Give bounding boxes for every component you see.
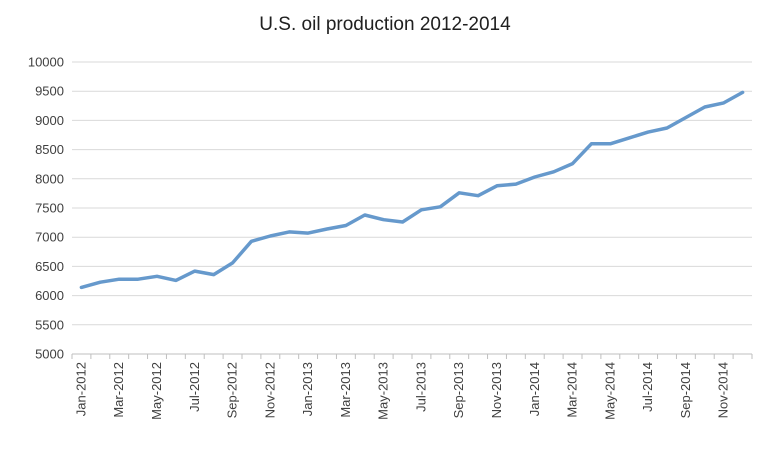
series-line bbox=[79, 90, 745, 290]
x-tick-label: Nov-2012 bbox=[262, 362, 277, 418]
y-axis-ticks: 5000 5500 6000 6500 7000 7500 8000 8500 9000 9500… bbox=[28, 55, 64, 362]
y-tick-label: 9000 bbox=[35, 113, 64, 128]
x-tick-label: Jan-2012 bbox=[73, 362, 88, 416]
y-tick-label: 7500 bbox=[35, 201, 64, 216]
chart-title: U.S. oil production 2012-2014 bbox=[259, 14, 511, 35]
y-tick-label: 9500 bbox=[35, 84, 64, 99]
y-tick-label: 8500 bbox=[35, 142, 64, 157]
x-tick-label: Jul-2014 bbox=[640, 362, 655, 412]
x-tick-label: Jan-2013 bbox=[300, 362, 315, 416]
x-tick-label: Sep-2014 bbox=[678, 362, 693, 418]
x-tick-label: Mar-2014 bbox=[565, 362, 580, 418]
x-tick-label: Jul-2013 bbox=[413, 362, 428, 412]
y-tick-label: 6000 bbox=[35, 288, 64, 303]
x-tick-label: Nov-2013 bbox=[489, 362, 504, 418]
y-tick-label: 5000 bbox=[35, 347, 64, 362]
x-tick-label: Mar-2013 bbox=[338, 362, 353, 418]
x-tick-label: Jan-2014 bbox=[527, 362, 542, 416]
x-tick-label: Sep-2012 bbox=[225, 362, 240, 418]
y-tick-label: 10000 bbox=[28, 55, 64, 70]
x-tick-label: Nov-2014 bbox=[716, 362, 731, 418]
x-tick-label: May-2014 bbox=[602, 362, 617, 420]
series bbox=[79, 90, 745, 290]
x-tick-label: May-2013 bbox=[376, 362, 391, 420]
x-axis bbox=[71, 353, 753, 359]
x-tick-label: Mar-2012 bbox=[111, 362, 126, 418]
y-tick-label: 6500 bbox=[35, 259, 64, 274]
x-tick-label: Jul-2012 bbox=[187, 362, 202, 412]
x-tick-label: Sep-2013 bbox=[451, 362, 466, 418]
y-tick-label: 8000 bbox=[35, 171, 64, 186]
gridlines bbox=[72, 61, 752, 326]
x-axis-ticks: Jan-2012 Mar-2012 May-2012 Jul-2012 Sep-2012… bbox=[73, 362, 730, 420]
y-tick-label: 5500 bbox=[35, 317, 64, 332]
x-tick-label: May-2012 bbox=[149, 362, 164, 420]
y-tick-label: 7000 bbox=[35, 230, 64, 245]
